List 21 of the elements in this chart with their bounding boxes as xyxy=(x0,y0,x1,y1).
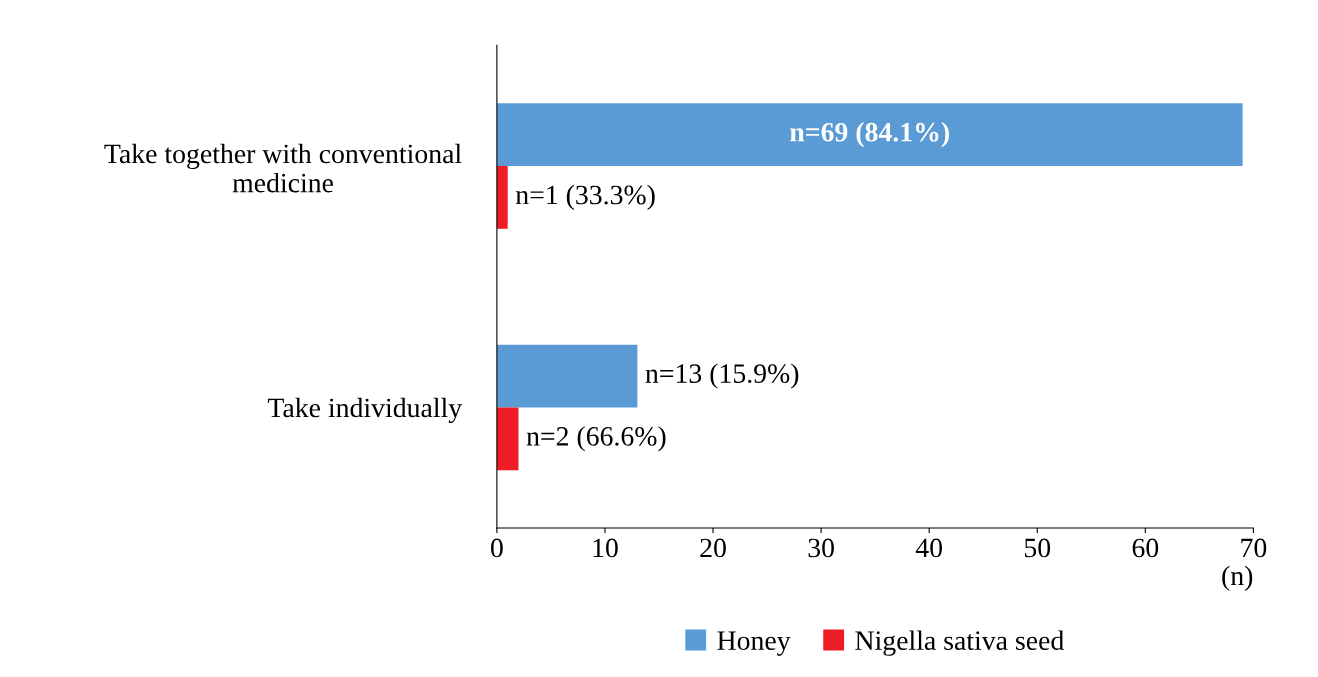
x-tick-label: 70 xyxy=(1241,538,1267,558)
bar xyxy=(496,344,638,408)
legend-label: Nigella sativa seed xyxy=(855,630,1064,656)
x-tick-label: 60 xyxy=(1132,538,1159,558)
bar xyxy=(496,407,519,471)
data-label: n=13 (15.9%) xyxy=(645,363,799,389)
x-tick-label: 0 xyxy=(491,538,503,558)
data-label: n=69 (84.1%) xyxy=(790,122,949,148)
y-tick-label: Take individually xyxy=(267,397,463,424)
bar xyxy=(496,103,1243,167)
x-tick-label: 10 xyxy=(593,538,618,558)
bar xyxy=(496,166,508,229)
x-tick-label: 50 xyxy=(1024,538,1051,558)
x-tick-label: 20 xyxy=(700,538,726,558)
legend-label: Honey xyxy=(717,631,791,656)
x-tick-label: 40 xyxy=(915,538,943,558)
x-axis-title: (n) xyxy=(1222,565,1253,591)
x-tick-label: 30 xyxy=(808,538,834,558)
data-label: n=1 (33.3%) xyxy=(515,184,655,211)
data-label: n=2 (66.6%) xyxy=(526,426,666,452)
y-tick-label: Take together with conventional medicine xyxy=(104,143,462,193)
